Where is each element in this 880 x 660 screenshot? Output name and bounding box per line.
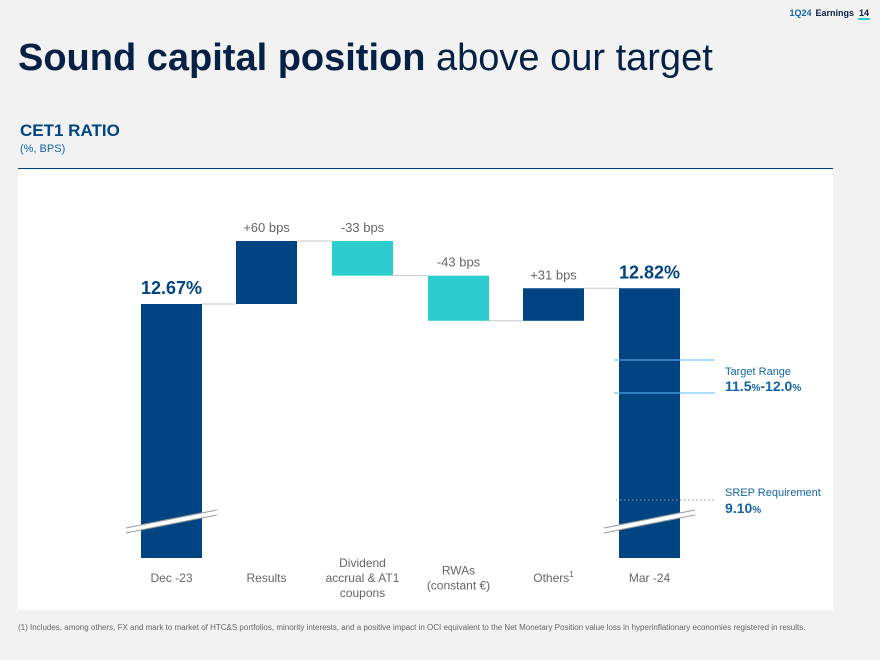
report-label: Earnings [815, 8, 854, 18]
footnote: (1) Includes, among others, FX and mark … [18, 623, 806, 632]
bar-3 [428, 275, 489, 321]
page-number: 14 [857, 8, 870, 20]
category-label-line: Mar -24 [629, 571, 671, 585]
section-subtitle: (%, BPS) [20, 143, 66, 155]
section-divider [18, 168, 833, 169]
category-label: Dividend accrual & AT1 coupons [326, 556, 400, 600]
axis-break-gap [125, 509, 218, 533]
category-label-line: RWAs [442, 564, 475, 578]
page-title: Sound capital position above our target [18, 37, 713, 80]
value-label-delta: -33 bps [341, 220, 385, 235]
category-label: RWAs (constant €) [427, 564, 490, 593]
category-label-line: (constant €) [427, 579, 490, 593]
category-label-line: Dividend [339, 556, 386, 570]
chart-panel: 12.67% +60 bps -33 bps -43 bps +31 bps 12.82%… [18, 170, 833, 610]
category-label: Results [246, 571, 286, 585]
cet1-waterfall-chart: 12.67% +60 bps -33 bps -43 bps +31 bps 12.82%… [125, 220, 821, 600]
bar-4 [523, 288, 584, 321]
section-title: CET1 RATIO [20, 121, 120, 140]
axis-break-line [125, 509, 218, 529]
category-label-line: Others [533, 571, 569, 585]
target-value: 11.5%-12.0% [725, 378, 801, 394]
page-reference: 1Q24 Earnings 14 [789, 8, 870, 20]
value-label-total: 12.82% [619, 262, 680, 282]
srep-value: 9.10% [725, 500, 761, 516]
srep-value-unit: % [752, 505, 761, 516]
category-label-line: coupons [340, 586, 385, 600]
value-label-total: 12.67% [141, 278, 202, 298]
value-label-delta: +31 bps [530, 267, 577, 282]
report-tag: 1Q24 [789, 8, 812, 18]
target-value-unit: % [792, 383, 801, 394]
axis-break-line [125, 514, 218, 534]
category-footnote-mark: 1 [569, 570, 574, 579]
bar-2 [332, 241, 393, 276]
category-label: Others1 [533, 570, 574, 585]
value-label-delta: +60 bps [243, 220, 290, 235]
target-label: Target Range [725, 366, 791, 378]
bar-5 [619, 288, 680, 558]
value-label-delta: -43 bps [437, 255, 481, 270]
category-label-line: accrual & AT1 [326, 571, 400, 585]
target-value-unit: % [751, 383, 760, 394]
category-label: Dec -23 [150, 571, 192, 585]
srep-label: SREP Requirement [725, 487, 821, 499]
category-label: Mar -24 [629, 571, 671, 585]
srep-value-number: 9.10 [725, 500, 752, 516]
target-value-high: -12.0 [760, 378, 792, 394]
axis-break-line [603, 514, 696, 534]
page-title-regular: above our target [436, 37, 713, 79]
axis-break-line [603, 509, 696, 529]
axis-break-gap [603, 509, 696, 533]
bar-1 [236, 241, 297, 304]
category-label-line: Dec -23 [150, 571, 192, 585]
target-value-low: 11.5 [725, 378, 752, 394]
category-label-line: Results [246, 571, 286, 585]
page-title-bold: Sound capital position [18, 37, 426, 79]
